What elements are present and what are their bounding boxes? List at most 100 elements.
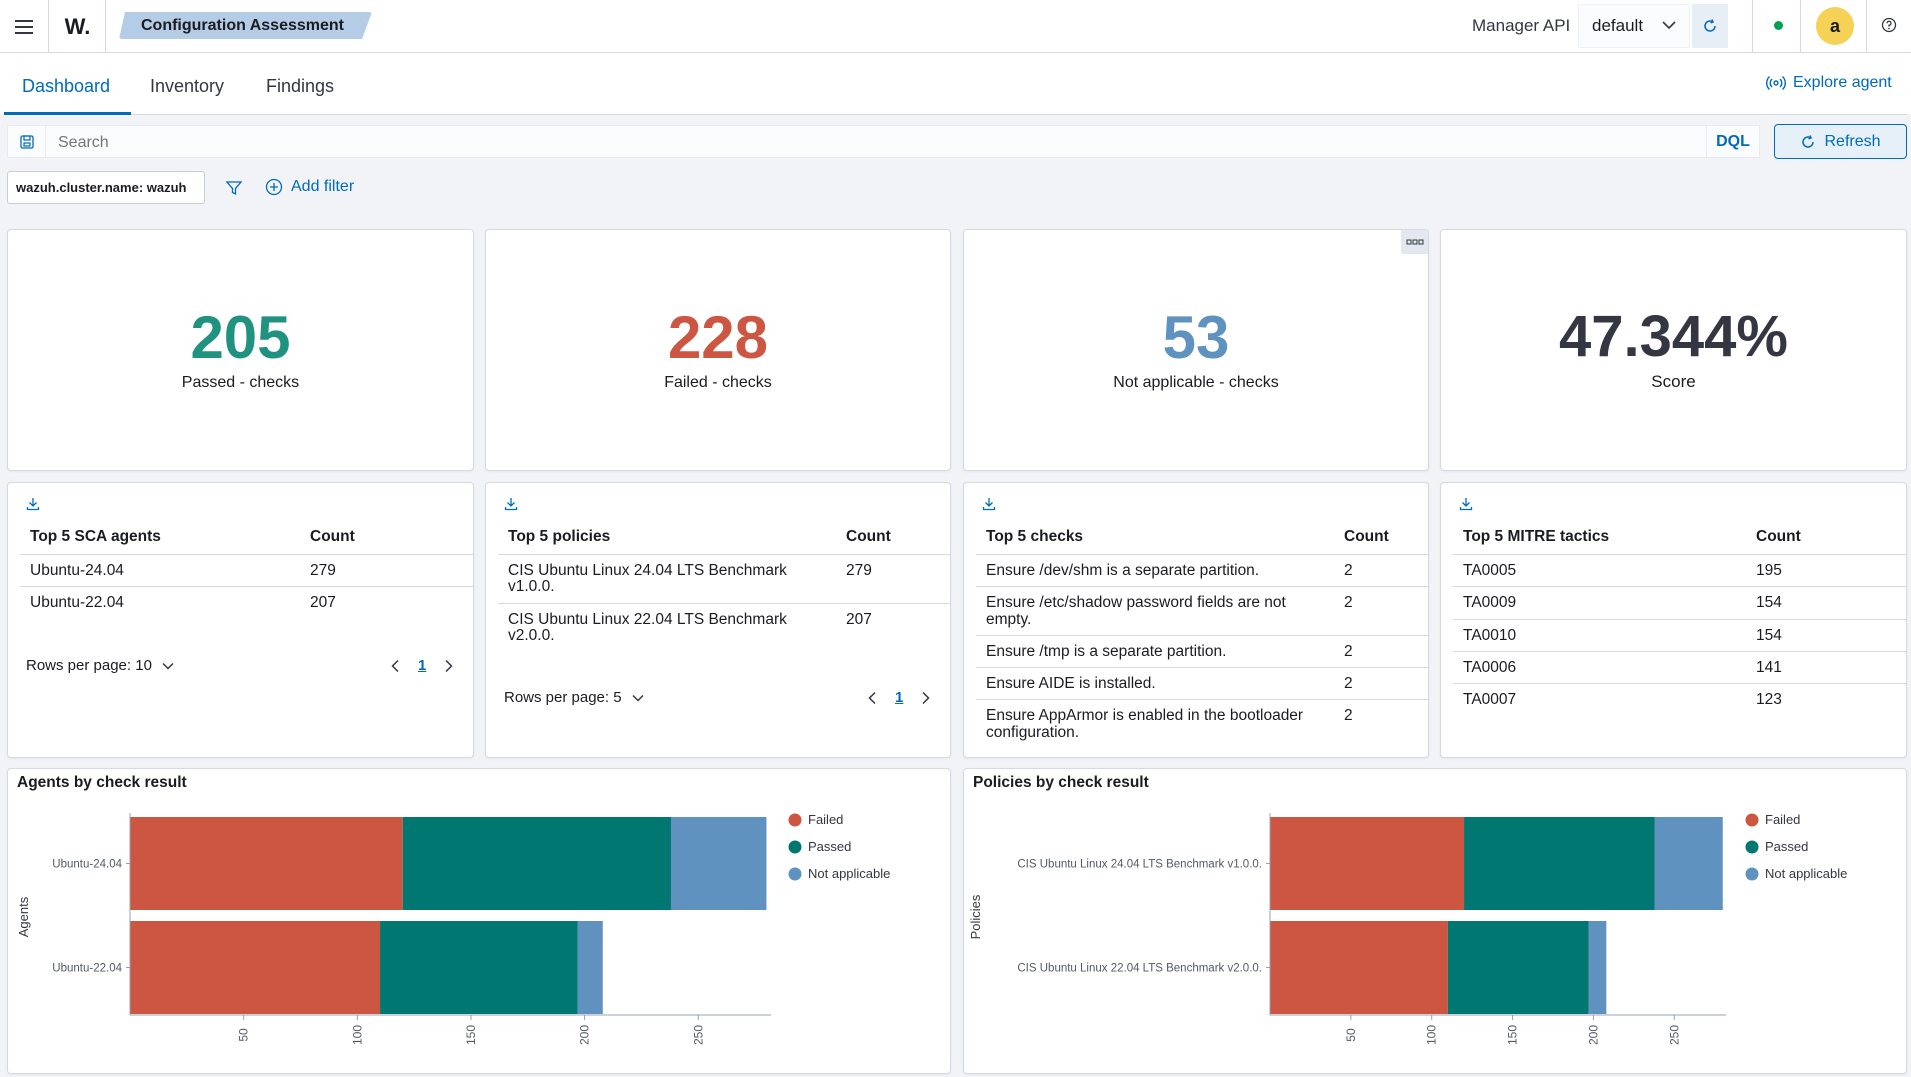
y-tick-label: CIS Ubuntu Linux 24.04 LTS Benchmark v1.… (1017, 859, 1262, 871)
app-logo[interactable]: W. (50, 0, 106, 53)
explore-agent-button[interactable]: Explore agent (1766, 74, 1892, 92)
download-icon[interactable] (504, 497, 518, 511)
legend-swatch[interactable] (788, 840, 802, 854)
bar-segment-passed[interactable] (1464, 817, 1655, 910)
top-checks-table: Top 5 checks Count Ensure /dev/shm is a s… (976, 528, 1428, 748)
manager-api-label: Manager API (1472, 16, 1571, 35)
help-icon[interactable] (1881, 17, 1897, 33)
column-header[interactable]: Top 5 checks (976, 528, 1334, 555)
refresh-button[interactable]: Refresh (1774, 124, 1907, 159)
download-icon[interactable] (1459, 497, 1473, 511)
legend-label[interactable]: Passed (808, 839, 851, 854)
active-tab-indicator (4, 112, 131, 115)
legend-swatch[interactable] (1745, 813, 1759, 827)
table-cell: 2 (1344, 707, 1353, 725)
saved-queries-button[interactable] (8, 126, 46, 157)
column-header[interactable]: Count (1746, 528, 1906, 555)
bar-segment-failed[interactable] (1270, 921, 1448, 1014)
dql-toggle[interactable]: DQL (1706, 125, 1760, 158)
table-row: Ensure /dev/shm is a separate partition.… (976, 554, 1428, 588)
page-number[interactable]: 1 (895, 689, 904, 706)
api-refresh-button[interactable] (1692, 4, 1728, 48)
pagination: 1 (867, 689, 931, 706)
legend-label[interactable]: Failed (808, 812, 843, 827)
tabs-divider (4, 114, 1907, 115)
bar-segment-failed[interactable] (130, 921, 381, 1014)
policies-by-result-chart: Policies CIS Ubuntu Linux 24.04 LTS Bench… (968, 812, 1847, 1045)
metric-value: 228 (667, 304, 769, 371)
more-options-icon (1406, 239, 1423, 245)
column-header[interactable]: Top 5 policies (498, 528, 836, 555)
x-tick-label: 150 (1506, 1025, 1520, 1045)
metric-value: 53 (1162, 304, 1230, 371)
add-filter-button[interactable]: Add filter (265, 178, 354, 196)
table-cell: Ensure /tmp is a separate partition. (976, 635, 1334, 669)
top-mitre-table: Top 5 MITRE tactics Count TA0005 195 TA000… (1453, 528, 1906, 715)
legend-label[interactable]: Not applicable (1765, 866, 1847, 881)
column-header[interactable]: Count (836, 528, 950, 555)
y-axis-title: Agents (16, 896, 31, 937)
bar-segment-passed[interactable] (380, 921, 578, 1014)
page-number[interactable]: 1 (418, 657, 427, 674)
tab-bar: Dashboard Inventory Findings (0, 53, 1911, 114)
table-cell: CIS Ubuntu Linux 22.04 LTS Benchmark v2.… (508, 610, 787, 644)
bar-segment-not-applicable[interactable] (1588, 921, 1607, 1014)
legend-label[interactable]: Failed (1765, 812, 1800, 827)
rows-per-page-selector[interactable]: Rows per page: 10 (26, 657, 175, 674)
bar-segment-failed[interactable] (130, 817, 403, 910)
user-avatar[interactable]: a (1816, 7, 1854, 45)
panel-options-button[interactable] (1401, 230, 1428, 254)
column-header[interactable]: Top 5 MITRE tactics (1453, 528, 1746, 555)
legend-swatch[interactable] (1745, 867, 1759, 881)
search-input[interactable] (56, 133, 1656, 153)
table-cell: TA0010 (1453, 619, 1746, 652)
api-selector[interactable]: default (1578, 4, 1690, 48)
table-cell: Ensure AIDE is installed. (976, 667, 1334, 701)
top-mitre-panel: Top 5 MITRE tactics Count TA0005 195 TA000… (1440, 482, 1907, 758)
table-row: TA0010 154 (1453, 619, 1906, 652)
chevron-right-icon[interactable] (444, 659, 454, 673)
top-header: W. Configuration Assessment Manager API … (0, 0, 1911, 53)
app-breadcrumb[interactable]: Configuration Assessment (119, 12, 372, 39)
chart-title: Agents by check result (17, 774, 187, 791)
rows-per-page-selector[interactable]: Rows per page: 5 (504, 689, 645, 706)
broadcast-icon (1766, 75, 1786, 91)
metric-label: Passed - checks (181, 374, 300, 391)
column-header[interactable]: Count (300, 528, 473, 555)
legend-label[interactable]: Not applicable (808, 866, 890, 881)
filter-icon[interactable] (225, 179, 243, 197)
column-header[interactable]: Top 5 SCA agents (20, 528, 300, 555)
bar-segment-not-applicable[interactable] (670, 817, 767, 910)
chevron-left-icon[interactable] (390, 659, 400, 673)
metric-label: Not applicable - checks (1113, 374, 1279, 391)
table-row: CIS Ubuntu Linux 22.04 LTS Benchmark v2.… (498, 603, 950, 651)
bar-segment-passed[interactable] (1447, 921, 1589, 1014)
chevron-right-icon[interactable] (921, 691, 931, 705)
x-tick-label: 200 (578, 1025, 592, 1045)
tab-inventory[interactable]: Inventory (150, 76, 225, 96)
hamburger-icon (15, 19, 33, 34)
agents-by-result-chart: Agents Ubuntu-24.04 Ubuntu-22.04 50 100 150 20… (16, 812, 890, 1045)
legend-swatch[interactable] (788, 867, 802, 881)
tab-dashboard[interactable]: Dashboard (22, 76, 111, 96)
agents-by-result-panel: Agents by check result Agents Ubuntu-24.0… (7, 768, 951, 1074)
table-cell: Ensure AppArmor is enabled in the bootlo… (986, 707, 1304, 741)
refresh-icon (1704, 19, 1716, 32)
tab-findings[interactable]: Findings (266, 76, 335, 96)
menu-button[interactable] (0, 0, 49, 53)
legend-label[interactable]: Passed (1765, 839, 1808, 854)
legend-swatch[interactable] (788, 813, 802, 827)
bar-segment-failed[interactable] (1270, 817, 1465, 910)
x-tick-label: 50 (1344, 1028, 1358, 1042)
column-header[interactable]: Count (1334, 528, 1428, 555)
filter-pill[interactable]: wazuh.cluster.name: wazuh (7, 171, 205, 204)
download-icon[interactable] (26, 497, 40, 511)
legend-swatch[interactable] (1745, 840, 1759, 854)
bar-segment-passed[interactable] (402, 817, 671, 910)
bar-segment-not-applicable[interactable] (577, 921, 603, 1014)
download-icon[interactable] (982, 497, 996, 511)
x-tick-label: 250 (1667, 1025, 1681, 1045)
chevron-left-icon[interactable] (867, 691, 877, 705)
table-cell: 2 (1334, 586, 1428, 636)
bar-segment-not-applicable[interactable] (1654, 817, 1723, 910)
